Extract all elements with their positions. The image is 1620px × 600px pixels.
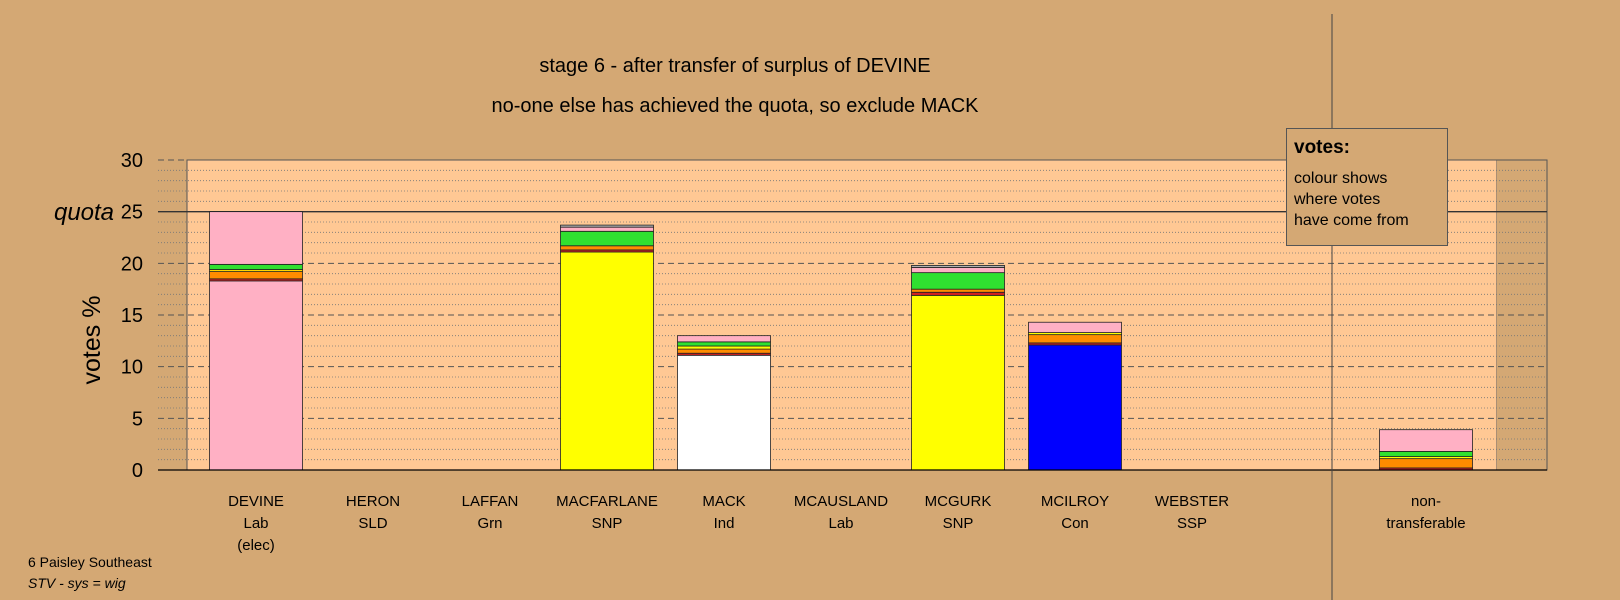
category-party-label: SNP: [592, 515, 623, 532]
bar-segment: [560, 251, 654, 471]
bar-segment: [911, 272, 1005, 290]
category-party-label: Con: [1061, 515, 1089, 532]
category-name-label: MCGURK: [925, 493, 992, 510]
category-party-label: Lab: [243, 515, 268, 532]
y-tick-label: 5: [132, 408, 143, 430]
bar-segment: [209, 271, 303, 280]
bar-segment: [911, 288, 1005, 293]
legend-line-1: colour shows: [1294, 170, 1388, 187]
chart-subtitle: no-one else has achieved the quota, so e…: [492, 95, 980, 117]
bar-segment: [1379, 429, 1473, 452]
category-party-label: SNP: [943, 515, 974, 532]
category-party-label: Lab: [828, 515, 853, 532]
y-tick-label: 30: [121, 150, 143, 172]
bar-segment: [677, 341, 771, 347]
y-tick-label: 0: [132, 460, 143, 482]
bar-segment: [560, 230, 654, 247]
bar-segment: [1379, 458, 1473, 469]
bar-segment: [560, 245, 654, 251]
bar-segment: [677, 354, 771, 471]
nontransferable-label: transferable: [1386, 515, 1465, 532]
legend-title: votes:: [1294, 137, 1350, 158]
bar-segment: [911, 294, 1005, 471]
quota-label: quota: [54, 199, 114, 226]
category-name-label: HERON: [346, 493, 400, 510]
bar-segment: [560, 224, 654, 228]
axes: 0 5 10 15 20 25 30: [121, 14, 1547, 600]
category-name-label: MCILROY: [1041, 493, 1109, 510]
bar-segment: [560, 226, 654, 232]
category-name-label: LAFFAN: [462, 493, 519, 510]
bar-segment: [1379, 450, 1473, 457]
constituency-label: 6 Paisley Southeast: [28, 554, 152, 570]
category-labels: DEVINE Lab (elec) HERON SLD LAFFAN Grn MACFARLA…: [228, 493, 1466, 554]
category-name-label: DEVINE: [228, 493, 284, 510]
bars: [209, 211, 1473, 471]
legend-box: votes: colour shows where votes have com…: [1286, 128, 1448, 246]
bar-segment: [1028, 334, 1122, 344]
category-note-label: (elec): [237, 537, 275, 554]
bar-segment: [1028, 344, 1122, 471]
bar-segment: [911, 291, 1005, 296]
category-party-label: Grn: [477, 515, 502, 532]
chart-title: stage 6 - after transfer of surplus of D…: [539, 55, 930, 77]
grid: [158, 159, 1547, 461]
legend-line-2: where votes: [1294, 191, 1381, 208]
category-name-label: MACK: [702, 493, 745, 510]
bar-segment: [209, 280, 303, 471]
nontransferable-label: non-: [1411, 493, 1441, 510]
y-tick-label: 20: [121, 253, 143, 275]
bar-segment: [677, 335, 771, 343]
y-tick-label: 15: [121, 305, 143, 327]
category-party-label: Ind: [714, 515, 735, 532]
bar-segment: [677, 345, 771, 350]
bar-segment: [677, 348, 771, 354]
legend-line-3: have come from: [1294, 212, 1409, 229]
category-name-label: MACFARLANE: [556, 493, 658, 510]
y-tick-label: 10: [121, 357, 143, 379]
category-party-label: SSP: [1177, 515, 1207, 532]
y-tick-label: 25: [121, 202, 143, 224]
bar-segment: [209, 211, 303, 265]
bar-segment: [209, 263, 303, 270]
bar-segment: [911, 264, 1005, 268]
category-name-label: MCAUSLAND: [794, 493, 888, 510]
bar-segment: [1028, 321, 1122, 333]
system-label: STV - sys = wig: [28, 575, 126, 591]
bar-segment: [911, 267, 1005, 274]
y-axis-label: votes %: [78, 296, 106, 385]
category-name-label: WEBSTER: [1155, 493, 1229, 510]
category-party-label: SLD: [358, 515, 387, 532]
